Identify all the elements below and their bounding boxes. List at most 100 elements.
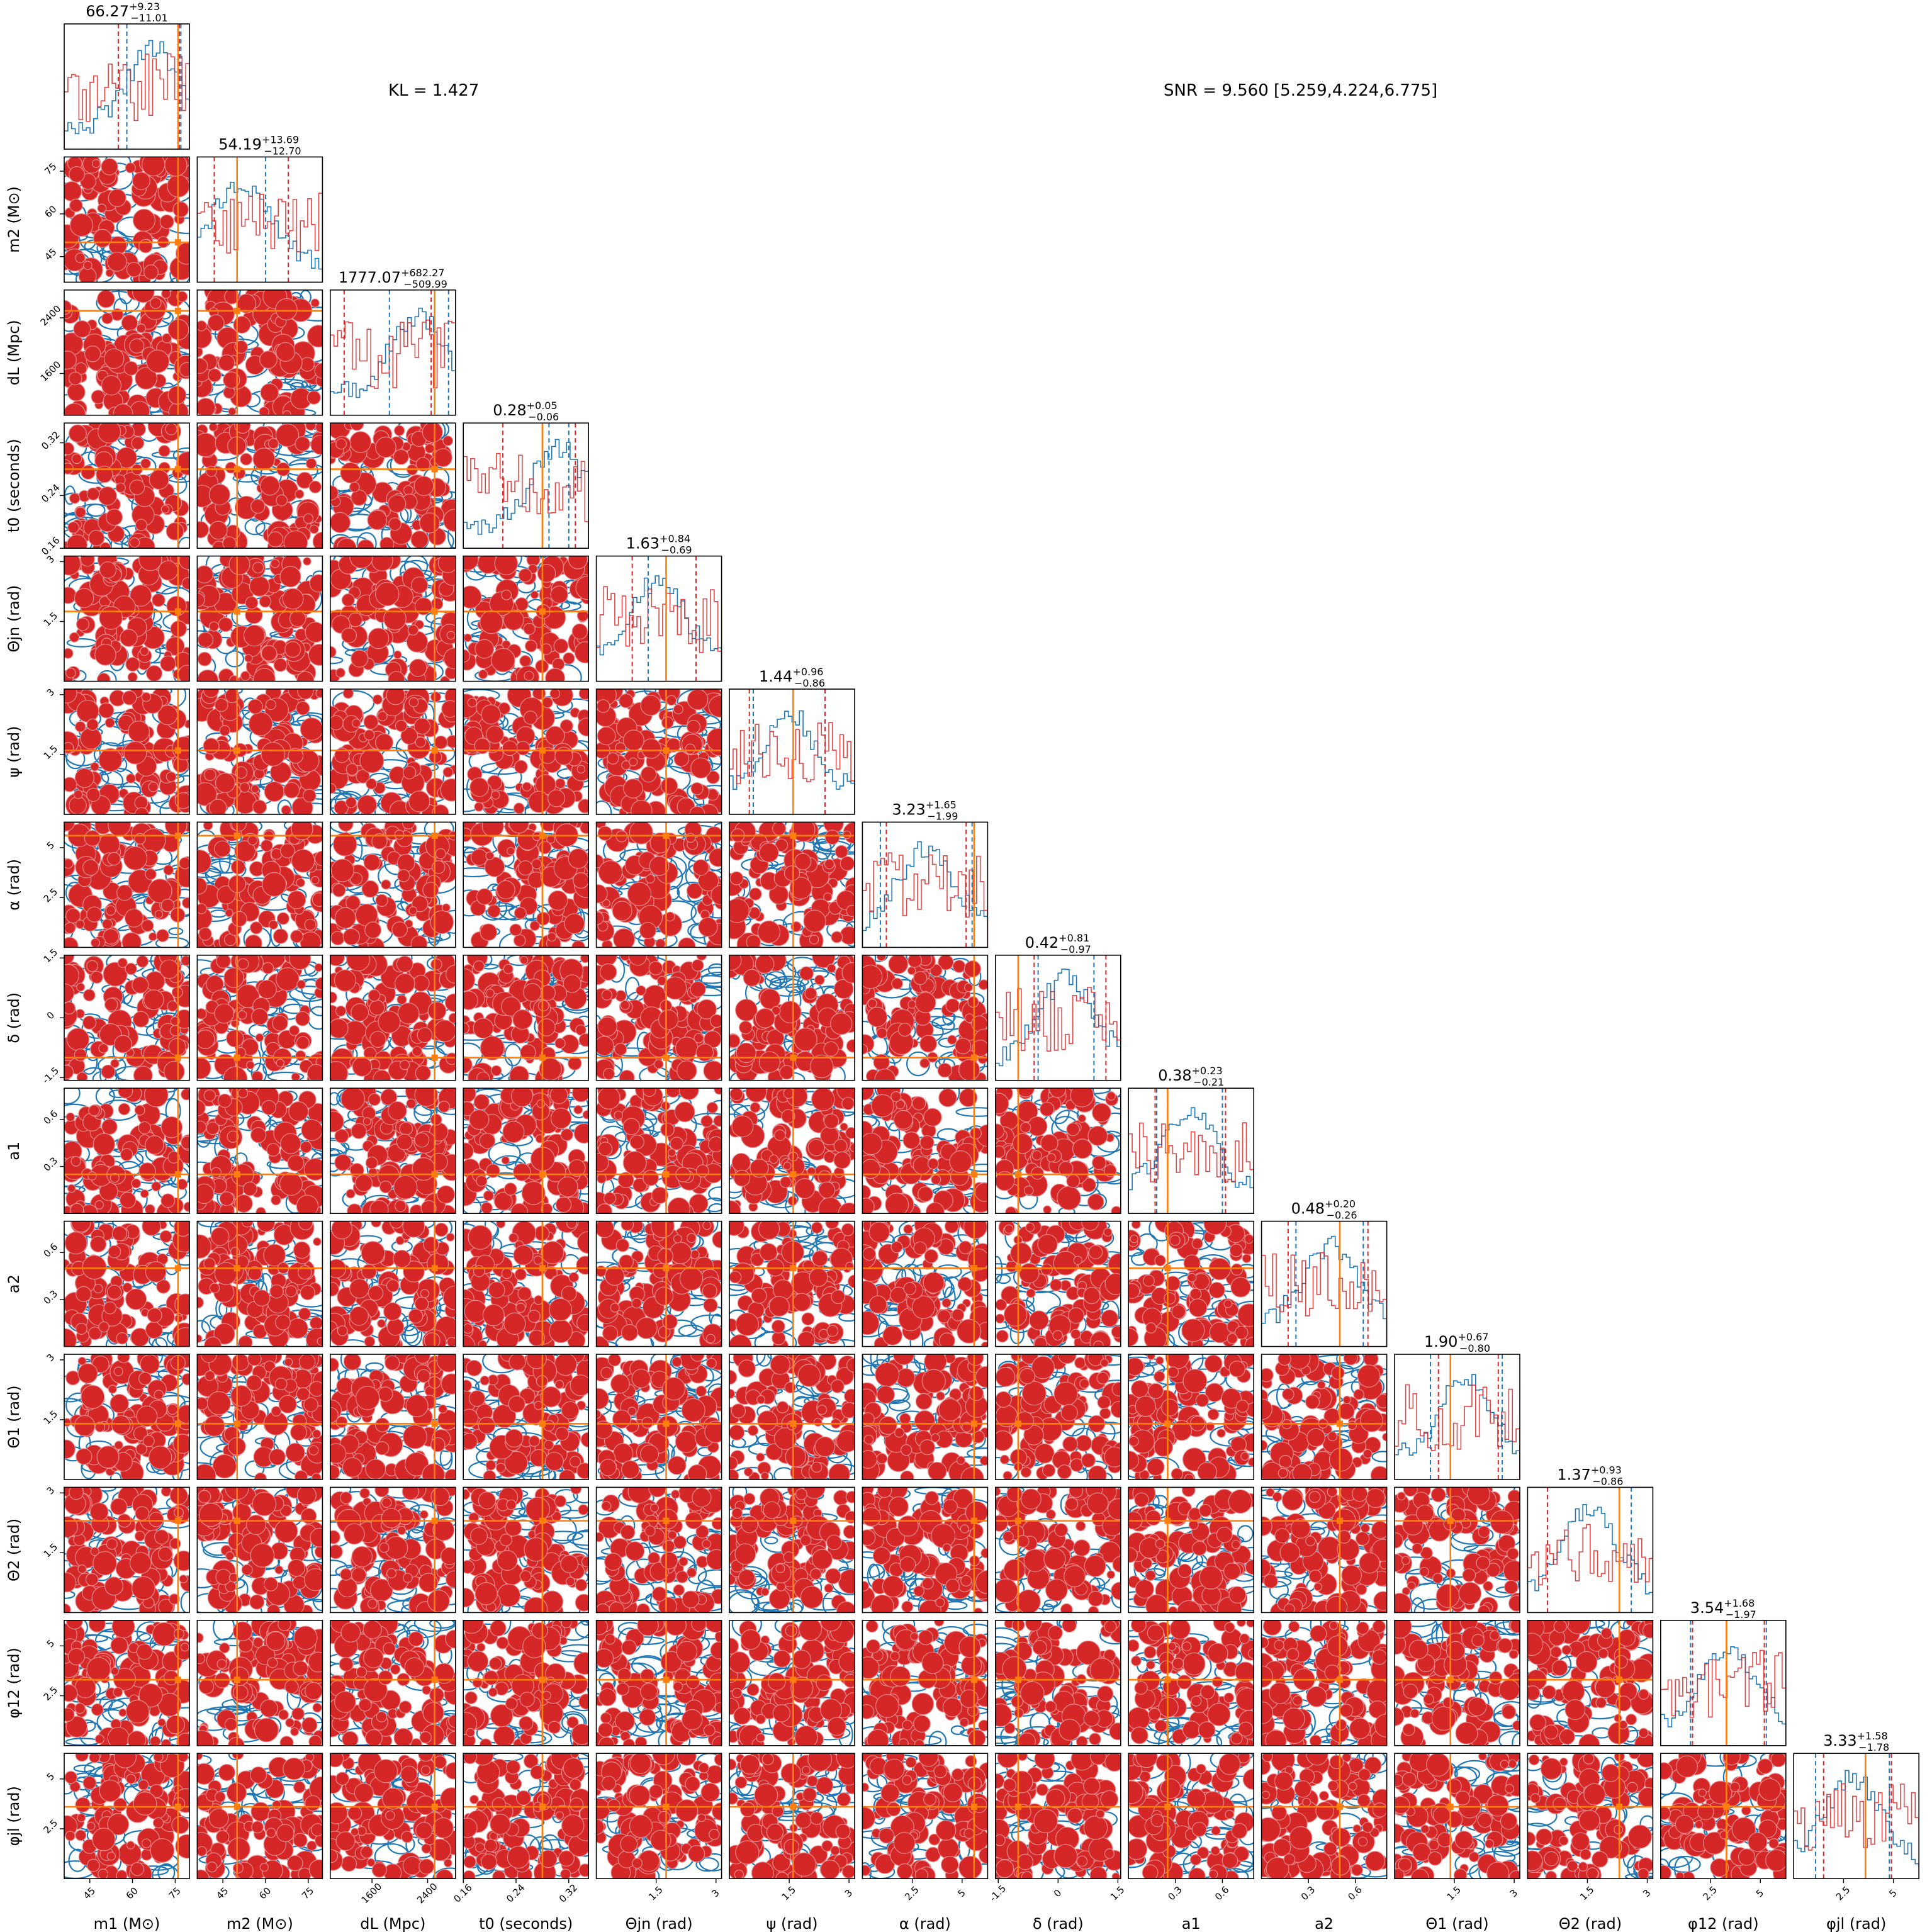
red-contour	[736, 1043, 756, 1062]
red-contour	[145, 1205, 155, 1215]
red-contour	[548, 933, 556, 941]
red-contour	[181, 1136, 194, 1149]
histogram-panel-4	[597, 556, 722, 682]
red-contour	[522, 782, 531, 791]
histogram-panel-7	[996, 955, 1121, 1081]
red-contour	[218, 617, 232, 631]
red-contour	[470, 778, 489, 797]
red-contour	[539, 841, 551, 854]
red-contour	[524, 623, 535, 634]
red-contour	[303, 558, 311, 565]
red-contour	[439, 1101, 450, 1113]
red-contour	[514, 935, 525, 946]
red-contour	[113, 404, 133, 424]
red-contour	[970, 1128, 982, 1139]
red-contour	[691, 783, 703, 795]
red-contour	[159, 561, 178, 580]
red-contour	[89, 1105, 99, 1116]
red-contour	[458, 1085, 476, 1103]
red-contour	[303, 514, 313, 523]
red-contour	[66, 668, 76, 678]
red-contour	[903, 1132, 920, 1149]
red-contour	[629, 948, 646, 965]
red-contour	[714, 1115, 725, 1126]
red-contour	[137, 324, 145, 333]
red-contour	[106, 509, 123, 525]
red-contour	[173, 202, 188, 217]
red-contour	[194, 1121, 206, 1133]
red-contour	[602, 990, 612, 1000]
red-contour	[118, 1103, 130, 1115]
red-contour	[548, 790, 565, 807]
y-tick-label: 0	[45, 1009, 57, 1021]
red-contour	[253, 562, 264, 573]
red-contour	[661, 717, 673, 728]
red-contour	[215, 1004, 234, 1023]
red-contour	[491, 791, 500, 799]
red-contour	[347, 1204, 362, 1218]
red-contour	[124, 361, 138, 375]
red-contour	[366, 778, 377, 789]
red-contour	[149, 470, 169, 490]
red-contour	[631, 800, 652, 821]
red-contour	[191, 878, 207, 894]
red-contour	[447, 631, 455, 639]
red-contour	[780, 1065, 794, 1079]
truth-marker	[539, 1055, 546, 1061]
red-contour	[71, 1157, 81, 1166]
red-contour	[443, 436, 453, 446]
red-contour	[204, 1090, 215, 1101]
red-contour	[108, 852, 120, 865]
red-contour	[295, 437, 310, 451]
red-contour	[105, 998, 118, 1011]
red-contour	[135, 1105, 145, 1115]
contour-panel-6-0	[55, 814, 198, 956]
red-contour	[176, 243, 198, 264]
contour-panel-5-2	[310, 686, 466, 826]
red-contour	[98, 290, 115, 308]
red-contour	[697, 1165, 709, 1177]
red-contour	[486, 989, 494, 997]
red-contour	[437, 1186, 455, 1203]
red-contour	[232, 911, 247, 926]
red-contour	[918, 1187, 933, 1202]
red-contour	[95, 644, 116, 665]
red-contour	[916, 992, 936, 1013]
red-contour	[397, 854, 415, 872]
red-contour	[256, 1208, 266, 1217]
red-contour	[261, 646, 276, 661]
truth-marker	[971, 1055, 977, 1061]
red-contour	[423, 882, 439, 898]
red-contour	[58, 814, 74, 831]
contour-panel-8-4	[587, 1079, 739, 1222]
red-contour	[94, 229, 111, 247]
red-contour	[602, 940, 612, 950]
red-contour	[351, 1004, 369, 1021]
red-contour	[889, 955, 908, 974]
red-contour	[760, 843, 778, 862]
red-contour	[231, 860, 245, 874]
truth-marker	[971, 1171, 977, 1177]
red-contour	[598, 1017, 617, 1036]
red-contour	[87, 719, 98, 730]
red-contour	[595, 1036, 614, 1055]
red-contour	[939, 1089, 957, 1106]
red-contour	[335, 1154, 351, 1171]
red-contour	[892, 978, 902, 989]
red-contour	[502, 741, 517, 756]
red-contour	[291, 850, 314, 872]
red-contour	[87, 907, 102, 922]
red-contour	[106, 906, 115, 915]
red-contour	[598, 1087, 620, 1109]
red-contour	[84, 261, 92, 269]
red-contour	[846, 906, 858, 917]
red-contour	[254, 668, 276, 690]
red-contour	[206, 1122, 219, 1135]
red-contour	[709, 695, 730, 717]
red-contour	[475, 639, 494, 658]
red-contour	[183, 897, 193, 908]
red-contour	[91, 971, 103, 983]
red-contour	[568, 550, 587, 569]
red-contour	[758, 921, 780, 943]
